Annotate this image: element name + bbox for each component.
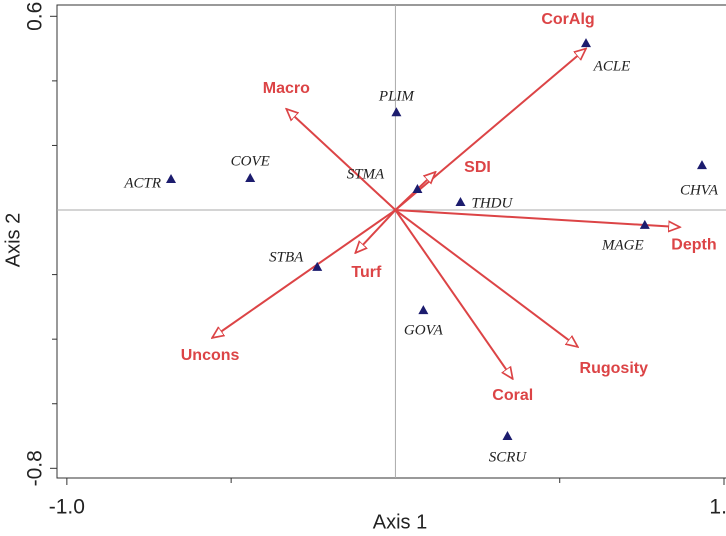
- species-point: [245, 173, 256, 183]
- vector-label: Depth: [671, 236, 716, 253]
- species-label: MAGE: [601, 237, 644, 253]
- x-axis-label: Axis 1: [373, 511, 427, 533]
- vector-arrow: [395, 209, 680, 227]
- vector-label: Coral: [492, 387, 533, 404]
- species-label: GOVA: [404, 323, 444, 339]
- species-label: STMA: [347, 166, 385, 182]
- vector-label: Macro: [263, 80, 310, 97]
- vector-arrow: [394, 209, 577, 347]
- vector-arrow: [394, 209, 512, 379]
- species-point: [455, 196, 466, 206]
- vector-label: Rugosity: [580, 360, 649, 377]
- species-point: [412, 184, 423, 194]
- species-point: [502, 431, 513, 441]
- species-label: PLIM: [378, 89, 416, 105]
- vector-arrow: [394, 49, 586, 211]
- species-point: [418, 305, 429, 315]
- species-point: [581, 38, 591, 48]
- species-label: STBA: [269, 249, 304, 265]
- species-point: [166, 174, 177, 184]
- x-tick-label: -1.0: [49, 496, 85, 519]
- species-label: THDU: [471, 195, 513, 211]
- species-point: [696, 160, 707, 170]
- species-label: ACTR: [123, 175, 161, 191]
- species-point: [391, 107, 402, 117]
- vector-arrow: [212, 209, 397, 338]
- species-label: CHVA: [680, 183, 719, 199]
- vector-arrow: [355, 209, 397, 253]
- vector-arrow: [286, 109, 397, 211]
- vector-label: SDI: [464, 159, 491, 176]
- y-tick-label: 0.6: [24, 2, 47, 31]
- y-axis-label: Axis 2: [2, 213, 24, 267]
- y-tick-label: -0.8: [24, 450, 47, 486]
- vector-label: Uncons: [181, 347, 240, 364]
- x-tick-label: 1.0: [709, 496, 726, 519]
- species-label: ACLE: [593, 59, 631, 75]
- species-label: SCRU: [489, 449, 528, 465]
- vector-label: Turf: [351, 264, 382, 281]
- species-label: COVE: [231, 153, 270, 169]
- species-point: [639, 219, 650, 229]
- vector-label: CorAlg: [541, 11, 594, 28]
- species-point: [312, 261, 323, 271]
